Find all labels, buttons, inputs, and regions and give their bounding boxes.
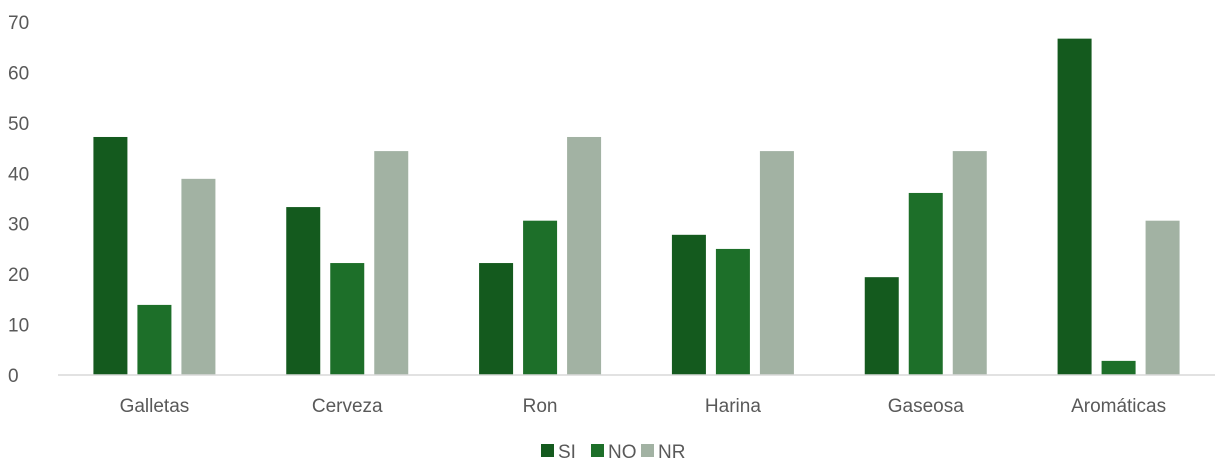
x-tick-label: Galletas bbox=[120, 396, 190, 417]
x-tick-label: Harina bbox=[705, 396, 761, 417]
y-axis-ticks: 0 10 20 30 40 50 60 70 bbox=[8, 13, 29, 387]
y-tick-label: 60 bbox=[8, 63, 29, 84]
y-tick-label: 30 bbox=[8, 215, 29, 236]
x-tick-label: Aromáticas bbox=[1071, 396, 1166, 417]
legend-swatch-no bbox=[591, 444, 604, 457]
bar-si-2 bbox=[479, 263, 514, 375]
x-tick-label: Cerveza bbox=[312, 396, 383, 417]
legend-swatch-si bbox=[541, 444, 554, 457]
bar-nr-5 bbox=[1145, 220, 1180, 375]
bar-no-0 bbox=[137, 304, 172, 375]
legend-label-nr: NR bbox=[658, 442, 685, 463]
bar-si-0 bbox=[93, 136, 128, 375]
y-tick-label: 40 bbox=[8, 164, 29, 185]
bars bbox=[93, 38, 1180, 376]
x-tick-label: Gaseosa bbox=[888, 396, 964, 417]
bar-si-3 bbox=[671, 234, 706, 375]
bar-nr-1 bbox=[374, 151, 409, 375]
x-axis-ticks: Galletas Cerveza Ron Harina Gaseosa Aromática… bbox=[120, 396, 1167, 417]
legend-label-no: NO bbox=[608, 442, 637, 463]
bar-nr-4 bbox=[952, 151, 987, 375]
bar-no-4 bbox=[908, 192, 943, 375]
bar-nr-2 bbox=[567, 136, 602, 375]
bar-no-2 bbox=[523, 220, 558, 375]
y-tick-label: 10 bbox=[8, 316, 29, 337]
bar-nr-3 bbox=[759, 151, 794, 375]
y-tick-label: 20 bbox=[8, 265, 29, 286]
bar-si-1 bbox=[286, 207, 321, 375]
legend: SI NO NR bbox=[541, 442, 685, 463]
bar-si-5 bbox=[1057, 38, 1092, 376]
x-tick-label: Ron bbox=[523, 396, 558, 417]
legend-label-si: SI bbox=[558, 442, 576, 463]
bar-no-3 bbox=[715, 248, 750, 375]
y-tick-label: 50 bbox=[8, 114, 29, 135]
y-tick-label: 0 bbox=[8, 366, 19, 387]
bar-nr-0 bbox=[181, 178, 216, 375]
bar-no-1 bbox=[330, 263, 365, 375]
bar-si-4 bbox=[864, 277, 899, 375]
legend-swatch-nr bbox=[641, 444, 654, 457]
y-tick-label: 70 bbox=[8, 13, 29, 34]
bar-no-5 bbox=[1101, 360, 1136, 375]
